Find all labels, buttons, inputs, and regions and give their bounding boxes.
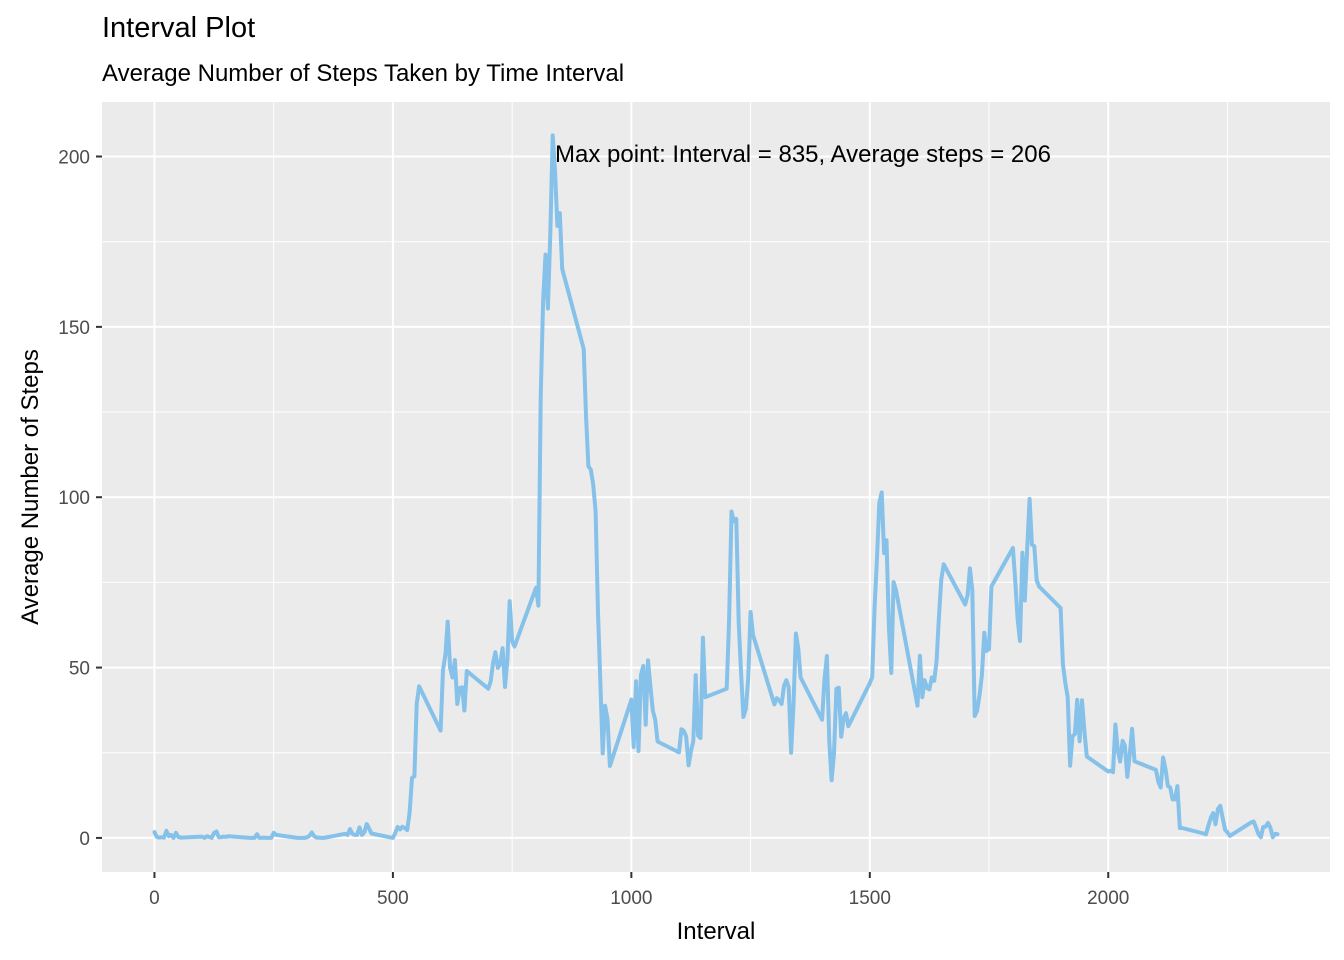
chart-subtitle: Average Number of Steps Taken by Time In… — [102, 60, 625, 87]
y-tick-label: 200 — [58, 148, 90, 169]
y-tick-label: 50 — [69, 659, 90, 680]
y-axis: 0 50 100 150 200 — [58, 148, 102, 850]
chart-title: Interval Plot — [102, 12, 256, 44]
x-tick-label: 1000 — [610, 888, 652, 909]
x-tick-label: 0 — [149, 888, 160, 909]
y-axis-title: Average Number of Steps — [17, 349, 44, 625]
plot-panel — [102, 102, 1330, 872]
x-tick-label: 500 — [377, 888, 409, 909]
y-tick-label: 150 — [58, 318, 90, 339]
x-tick-label: 1500 — [849, 888, 891, 909]
series-layer — [152, 133, 1280, 840]
y-tick-label: 100 — [58, 488, 90, 509]
x-axis: 0 500 1000 1500 2000 — [149, 872, 1129, 909]
x-axis-title: Interval — [677, 918, 756, 945]
series-line — [152, 133, 1280, 840]
minor-gridlines — [102, 102, 1330, 872]
max-point-annotation: Max point: Interval = 835, Average steps… — [555, 141, 1051, 168]
x-tick-label: 2000 — [1087, 888, 1129, 909]
y-tick-label: 0 — [79, 829, 90, 850]
